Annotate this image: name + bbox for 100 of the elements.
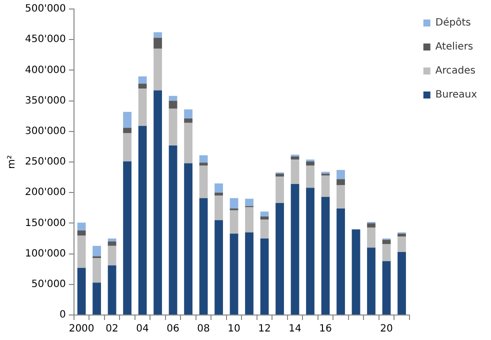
y-tick-label: 450'000 bbox=[24, 34, 66, 46]
bar bbox=[306, 188, 314, 314]
bar bbox=[154, 32, 162, 38]
bar bbox=[154, 90, 162, 314]
bar bbox=[230, 234, 238, 314]
x-tick-label: 14 bbox=[288, 324, 302, 335]
bar bbox=[290, 160, 300, 184]
bar bbox=[367, 248, 376, 314]
bar bbox=[398, 234, 406, 237]
bar bbox=[168, 108, 178, 146]
bar bbox=[306, 166, 314, 188]
y-tick-label: 300'000 bbox=[24, 126, 66, 137]
bar bbox=[306, 161, 314, 166]
y-tick-label: 200'000 bbox=[24, 187, 66, 198]
bar bbox=[382, 244, 391, 262]
bar bbox=[214, 196, 223, 220]
bar bbox=[92, 246, 101, 256]
bar bbox=[199, 162, 208, 166]
bar bbox=[123, 133, 132, 162]
bar bbox=[367, 223, 376, 228]
y-tick-label: 50'000 bbox=[31, 278, 66, 290]
bar bbox=[398, 252, 406, 314]
bar bbox=[77, 230, 86, 236]
bar bbox=[276, 203, 284, 314]
bar bbox=[184, 163, 192, 314]
bar bbox=[382, 261, 391, 314]
y-tick-label: 500'000 bbox=[24, 4, 66, 15]
x-tick-label: 02 bbox=[106, 324, 118, 335]
bar bbox=[336, 170, 345, 180]
bar bbox=[184, 118, 192, 123]
bar bbox=[108, 265, 116, 314]
bar bbox=[214, 220, 223, 314]
bar bbox=[108, 238, 116, 242]
bar bbox=[276, 174, 284, 177]
x-tick-label: 16 bbox=[319, 324, 332, 335]
bar bbox=[260, 212, 269, 216]
bar bbox=[260, 216, 269, 220]
bar bbox=[123, 128, 132, 134]
x-tick-label: 20 bbox=[380, 324, 393, 335]
bar bbox=[245, 198, 254, 206]
y-tick-label: 100'000 bbox=[24, 248, 66, 260]
x-tick-label: 06 bbox=[166, 324, 180, 335]
bar bbox=[168, 96, 178, 101]
bar bbox=[336, 179, 345, 186]
bar bbox=[108, 242, 116, 246]
bar bbox=[199, 166, 208, 198]
bar bbox=[214, 183, 223, 193]
bar bbox=[168, 145, 178, 314]
bar bbox=[245, 207, 254, 232]
y-tick-label: 250'000 bbox=[24, 156, 66, 168]
bar bbox=[245, 232, 254, 314]
bar bbox=[398, 236, 406, 252]
bar bbox=[92, 282, 101, 314]
bar bbox=[260, 238, 269, 314]
bar bbox=[154, 38, 162, 49]
bar bbox=[290, 156, 300, 160]
x-tick-label: 04 bbox=[136, 324, 149, 335]
bar bbox=[230, 210, 238, 234]
y-tick-label: 150'000 bbox=[24, 218, 66, 229]
bar bbox=[276, 176, 284, 204]
bar bbox=[321, 196, 330, 314]
bar bbox=[77, 235, 86, 268]
bar bbox=[336, 185, 345, 209]
bar bbox=[138, 84, 147, 89]
y-tick-label: 350'000 bbox=[24, 95, 66, 106]
bar bbox=[352, 229, 360, 314]
legend-label: Ateliers bbox=[435, 42, 474, 53]
bar bbox=[138, 126, 147, 314]
bar bbox=[367, 227, 376, 248]
bar bbox=[336, 208, 345, 314]
legend-label: Dépôts bbox=[435, 18, 471, 29]
bar bbox=[290, 184, 300, 314]
bar bbox=[108, 246, 116, 266]
bar bbox=[230, 198, 238, 209]
bar bbox=[154, 48, 162, 90]
bar bbox=[138, 88, 147, 126]
x-tick-label: 08 bbox=[197, 324, 210, 335]
bar bbox=[123, 112, 132, 128]
bar bbox=[77, 268, 86, 314]
bar bbox=[260, 220, 269, 238]
bar bbox=[184, 109, 192, 119]
bar bbox=[168, 100, 178, 109]
legend-label: Arcades bbox=[435, 66, 476, 77]
bar bbox=[382, 240, 391, 244]
bar bbox=[199, 155, 208, 163]
legend-label: Bureaux bbox=[435, 90, 478, 101]
x-tick-label: 10 bbox=[228, 324, 240, 335]
bar bbox=[92, 258, 101, 283]
bar bbox=[199, 198, 208, 314]
y-tick-label: 0 bbox=[60, 310, 66, 321]
bar bbox=[77, 222, 86, 231]
bar bbox=[184, 122, 192, 164]
y-tick-label: 400'000 bbox=[24, 64, 66, 76]
bar bbox=[214, 192, 223, 196]
y-axis-title: m² bbox=[6, 155, 18, 169]
bar bbox=[138, 76, 147, 84]
x-tick-label: 2000 bbox=[68, 324, 94, 335]
x-tick-label: 12 bbox=[258, 324, 271, 335]
bar bbox=[321, 175, 330, 197]
bar bbox=[123, 161, 132, 314]
